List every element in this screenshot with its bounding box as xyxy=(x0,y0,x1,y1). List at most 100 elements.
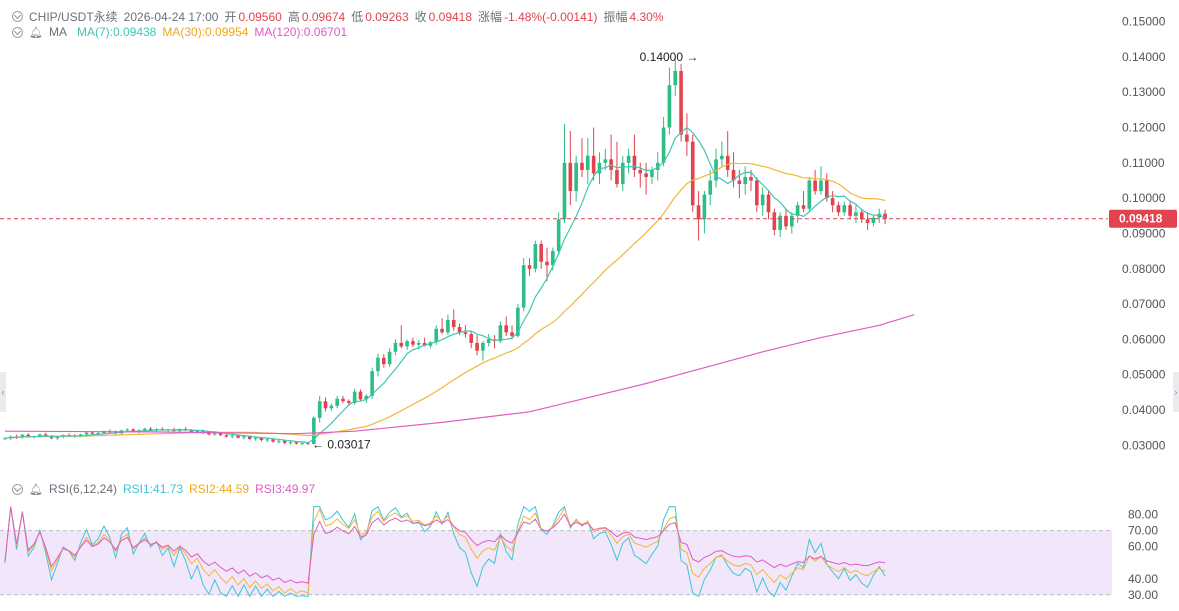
candle-body xyxy=(96,432,100,434)
candle-body xyxy=(218,433,223,436)
candle-body xyxy=(859,212,864,220)
rsi1-legend: RSI1:41.73 xyxy=(123,482,184,496)
ma30-line xyxy=(4,162,886,439)
rsi-label: RSI(6,12,24) xyxy=(48,482,118,496)
current-price-tag xyxy=(1109,209,1177,228)
candle-body xyxy=(376,357,380,372)
candle-body xyxy=(411,341,415,345)
candle-body xyxy=(387,351,392,365)
rsi-line-rsi1 xyxy=(4,505,886,598)
ma7-line xyxy=(4,126,886,444)
price-axis-tick: 0.12000 xyxy=(1122,121,1166,135)
candle-body xyxy=(288,442,293,444)
candle-body xyxy=(685,134,689,142)
candle-body xyxy=(393,342,398,352)
amplitude-label: 振幅 xyxy=(603,10,628,24)
symbol-label: CHIP/USDT永续 xyxy=(29,10,118,24)
candle-body xyxy=(329,405,334,409)
collapse-toggle-icon[interactable] xyxy=(12,11,23,22)
candle-body xyxy=(568,162,573,192)
candle-body xyxy=(504,325,509,333)
candle-body xyxy=(323,401,328,409)
candle-body xyxy=(696,205,701,220)
candle-body xyxy=(475,342,479,351)
candle-body xyxy=(341,398,345,402)
price-axis-tick: 0.15000 xyxy=(1122,15,1166,29)
candle-body xyxy=(830,198,835,206)
candle-body xyxy=(778,215,782,230)
candle-body xyxy=(795,205,800,216)
candle-body xyxy=(481,342,485,351)
alert-bell-icon[interactable]: 🔔︎ xyxy=(29,26,43,39)
candle-body xyxy=(591,155,596,174)
price-axis-tick: 0.03000 xyxy=(1122,438,1166,452)
candle-body xyxy=(871,217,876,223)
close-value: 0.09418 xyxy=(428,9,473,24)
ma30-legend: MA(30):0.09954 xyxy=(162,25,249,39)
candle-body xyxy=(352,391,357,403)
candle-body xyxy=(690,141,695,206)
candle-body xyxy=(463,332,468,335)
high-label: 高 xyxy=(287,10,300,24)
candle-body xyxy=(655,162,660,170)
candle-body xyxy=(661,127,666,163)
ma120-legend: MA(120):0.06701 xyxy=(254,25,348,39)
candle-body xyxy=(824,180,829,199)
ma-legend: 🔔︎ MA MA(7):0.09438 MA(30):0.09954 MA(12… xyxy=(12,25,353,39)
price-axis-tick: 0.13000 xyxy=(1122,85,1166,99)
candle-body xyxy=(644,173,648,177)
candle-body xyxy=(253,437,258,439)
candle-body xyxy=(551,251,555,266)
candle-body xyxy=(317,401,322,418)
ma-collapse-icon[interactable] xyxy=(12,26,23,38)
candle-body xyxy=(807,180,812,209)
candle-body xyxy=(469,334,474,343)
price-axis-tick: 0.10000 xyxy=(1122,191,1166,205)
candle-body xyxy=(760,194,765,206)
candle-body xyxy=(20,434,25,438)
candle-body xyxy=(673,71,678,86)
rsi-axis-tick: 30.00 xyxy=(1128,588,1158,602)
candle-body xyxy=(26,434,31,437)
scroll-right-handle[interactable]: › xyxy=(1173,372,1179,412)
candle-body xyxy=(819,180,823,192)
candle-body xyxy=(749,176,753,181)
price-axis-tick: 0.04000 xyxy=(1122,403,1166,417)
candle-body xyxy=(451,319,456,328)
candle-body xyxy=(457,327,462,333)
candle-body xyxy=(574,162,578,192)
rsi-alert-bell-icon[interactable]: 🔔︎ xyxy=(29,483,43,496)
candle-body xyxy=(242,436,246,438)
candle-body xyxy=(189,430,194,432)
candle-body xyxy=(632,155,637,170)
candle-body xyxy=(580,162,584,170)
scroll-left-handle[interactable]: ‹ xyxy=(0,372,6,412)
price-axis-tick: 0.08000 xyxy=(1122,262,1166,276)
candle-body xyxy=(743,176,747,185)
candle-body xyxy=(603,159,608,163)
candle-body xyxy=(562,162,567,220)
candle-body xyxy=(434,328,439,343)
rsi-overbought-oversold-band xyxy=(0,530,1112,595)
candle-body xyxy=(3,438,7,440)
min-price-label: ← 0.03017 xyxy=(312,438,371,452)
candle-body xyxy=(638,169,643,174)
high-value: 0.09674 xyxy=(301,9,346,24)
candle-body xyxy=(620,162,625,185)
candle-body xyxy=(125,429,130,431)
candle-body xyxy=(755,180,759,206)
rsi-collapse-icon[interactable] xyxy=(12,483,23,495)
candle-body xyxy=(364,395,369,400)
candle-body xyxy=(883,213,887,219)
max-price-label: 0.14000 → xyxy=(640,50,699,64)
low-value: 0.09263 xyxy=(365,9,409,24)
candle-body xyxy=(131,429,135,432)
rsi3-legend: RSI3:49.97 xyxy=(255,482,316,496)
candle-body xyxy=(347,401,351,403)
candle-body xyxy=(813,180,817,192)
ma-label: MA xyxy=(48,25,67,39)
price-axis-tick: 0.05000 xyxy=(1122,368,1166,382)
candle-body xyxy=(556,219,561,252)
rsi-axis-tick: 40.00 xyxy=(1128,572,1158,586)
